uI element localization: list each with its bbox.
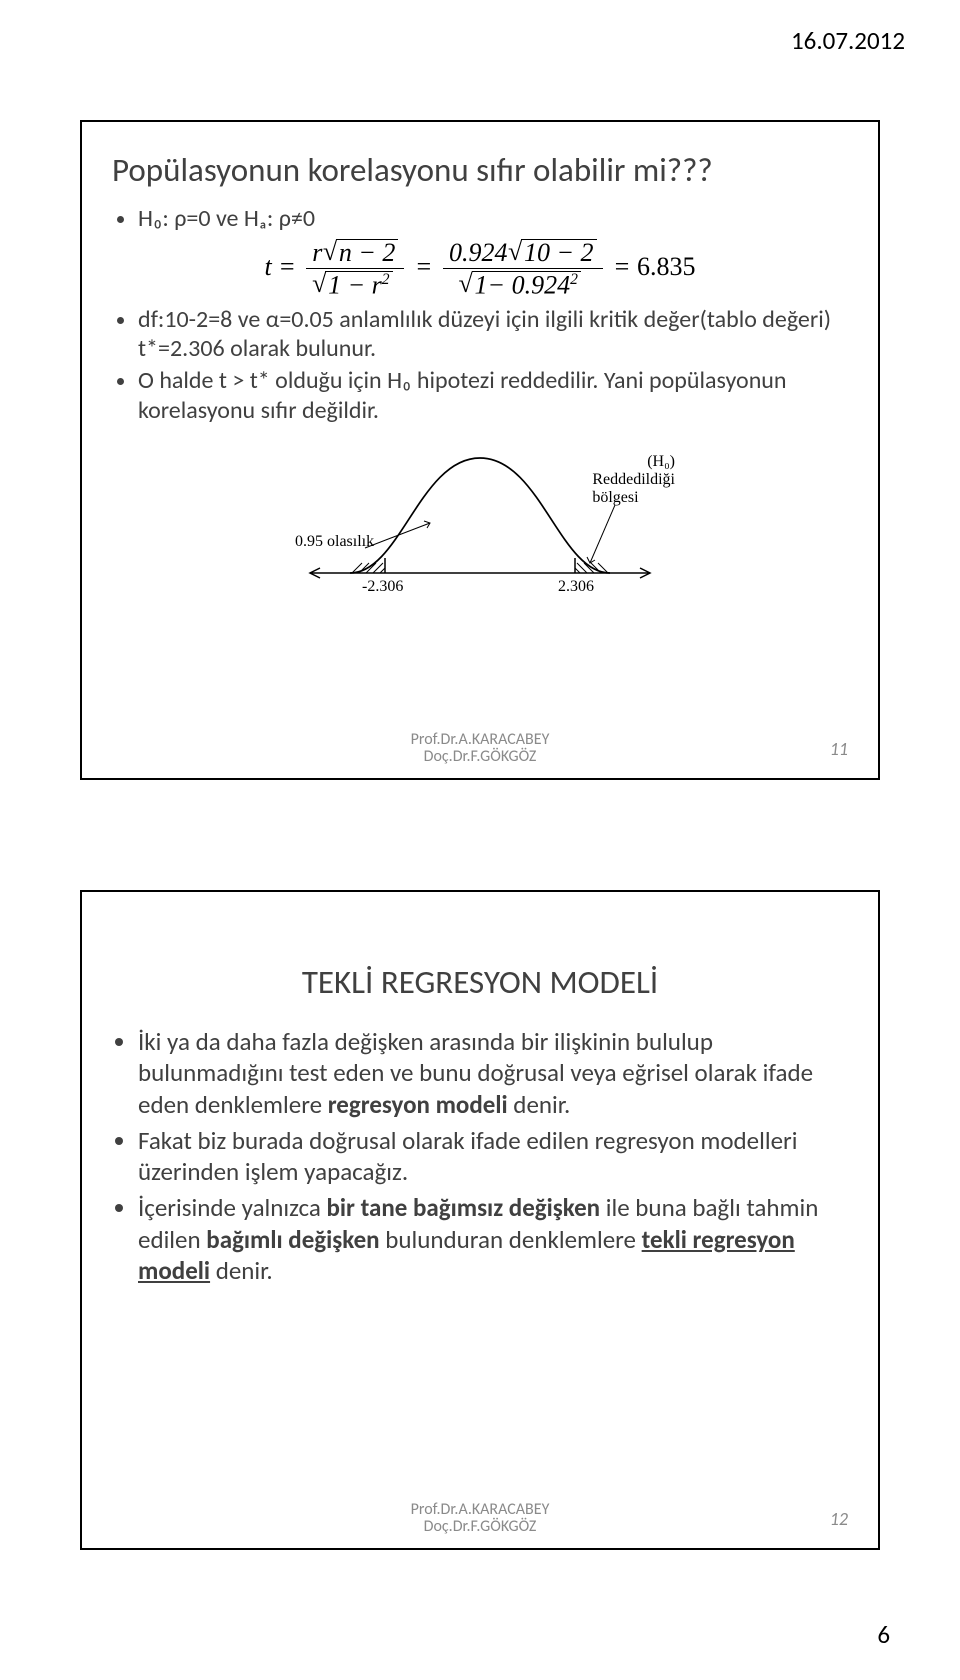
page-number: 6 bbox=[877, 1619, 890, 1650]
frac-2: 0.924 10 − 2 1− 0.9242 bbox=[443, 239, 603, 299]
bullet-simple-reg: İçerisinde yalnızca bir tane bağımsız de… bbox=[138, 1192, 848, 1286]
bell-curve-svg bbox=[280, 433, 680, 613]
slide-1: Popülasyonun korelasyonu sıfır olabilir … bbox=[80, 120, 880, 780]
t-label: t bbox=[264, 252, 271, 281]
prob-label: 0.95 olasılık bbox=[295, 533, 374, 551]
slide2-number: 12 bbox=[830, 1508, 848, 1530]
bullet-linear: Fakat biz burada doğrusal olarak ifade e… bbox=[138, 1125, 848, 1188]
page-date: 16.07.2012 bbox=[791, 25, 905, 56]
slide1-number: 11 bbox=[830, 738, 848, 760]
reject-label: Reddedildiği bölgesi bbox=[592, 471, 675, 507]
bullet-df: df:10-2=8 ve α=0.05 anlamlılık düzeyi iç… bbox=[138, 305, 848, 364]
slide1-bullets: H₀: ρ=0 ve Hₐ: ρ≠0 bbox=[112, 204, 848, 233]
distribution-figure: 0.95 olasılık (H₀) Reddedildiği bölgesi … bbox=[280, 433, 680, 613]
slide2-bullets: İki ya da daha fazla değişken arasında b… bbox=[112, 1026, 848, 1286]
bullet-reject: O halde t > t* olduğu için H₀ hipotezi r… bbox=[138, 366, 848, 425]
formula: t = r n − 2 1 − r2 = 0.924 10 − 2 1− 0.9… bbox=[112, 239, 848, 299]
h0-label: (H₀) bbox=[647, 453, 675, 471]
slide2-title: TEKLİ REGRESYON MODELİ bbox=[112, 962, 848, 1002]
eq: = bbox=[278, 252, 296, 281]
credit-2: Prof.Dr.A.KARACABEY Doç.Dr.F.GÖKGÖZ bbox=[411, 1501, 550, 1536]
eq3: = bbox=[613, 252, 631, 281]
right-tick: 2.306 bbox=[558, 578, 594, 596]
bullet-h0: H₀: ρ=0 ve Hₐ: ρ≠0 bbox=[138, 204, 848, 233]
result: 6.835 bbox=[637, 252, 696, 281]
credit-1: Prof.Dr.A.KARACABEY Doç.Dr.F.GÖKGÖZ bbox=[411, 731, 550, 766]
frac-1: r n − 2 1 − r2 bbox=[306, 239, 404, 299]
slide-2: TEKLİ REGRESYON MODELİ İki ya da daha fa… bbox=[80, 890, 880, 1550]
left-tick: -2.306 bbox=[362, 578, 403, 596]
bullet-regression-def: İki ya da daha fazla değişken arasında b… bbox=[138, 1026, 848, 1120]
eq2: = bbox=[415, 252, 433, 281]
slide1-bullets-2: df:10-2=8 ve α=0.05 anlamlılık düzeyi iç… bbox=[112, 305, 848, 425]
slide1-title: Popülasyonun korelasyonu sıfır olabilir … bbox=[112, 152, 848, 190]
